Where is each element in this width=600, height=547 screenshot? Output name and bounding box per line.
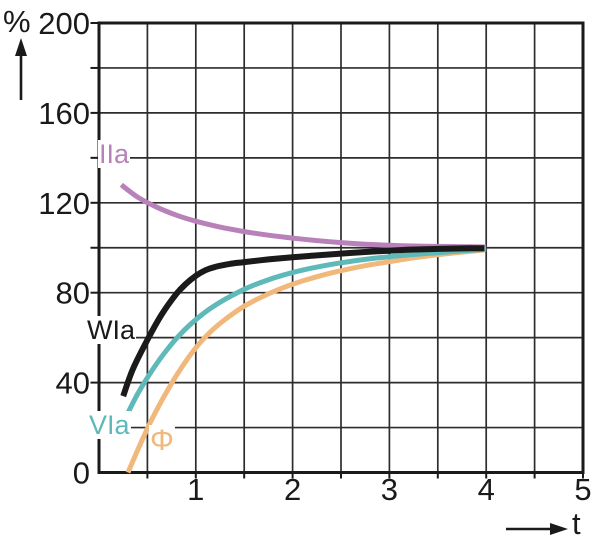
y-tick-label: 0 [73, 456, 90, 491]
curve-label-WIa: WIa [86, 315, 137, 345]
y-tick-label: 200 [38, 6, 90, 41]
curve-IIa [119, 182, 487, 250]
curve-VIa [122, 246, 487, 420]
x-tick-label: 1 [187, 472, 204, 507]
x-axis-arrow-icon [506, 523, 568, 535]
y-tick-label: 80 [56, 276, 90, 311]
y-axis-unit-label: % [3, 4, 31, 39]
y-tick-label: 120 [38, 186, 90, 221]
x-axis-unit-label: t [572, 506, 581, 541]
y-tick-label: 160 [38, 96, 90, 131]
y-axis-arrow-icon [15, 38, 27, 100]
curve-label-IIa: IIa [98, 139, 131, 169]
curve-label-flux: Φ [149, 424, 175, 457]
curve-phi [125, 247, 485, 474]
x-tick-label: 3 [381, 472, 398, 507]
x-tick-label: 2 [284, 472, 301, 507]
y-tick-label: 40 [56, 366, 90, 401]
curve-WIa [120, 245, 485, 398]
x-tick-label: 5 [574, 472, 591, 507]
x-tick-label: 4 [478, 472, 495, 507]
curve-label-VIa: VIa [88, 410, 131, 440]
